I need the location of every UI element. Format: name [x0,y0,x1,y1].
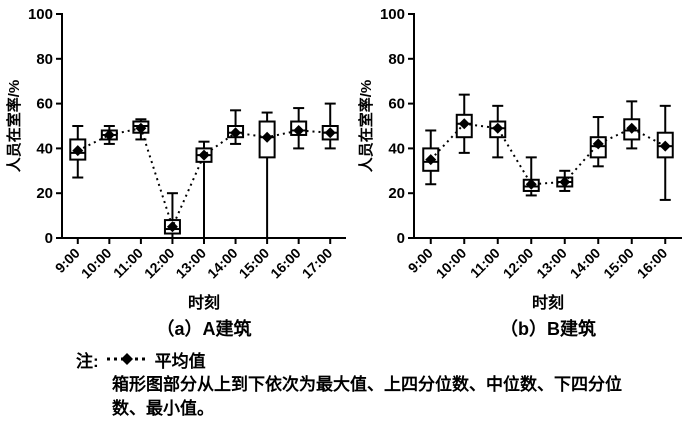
x-tick-label: 16:00 [267,245,304,282]
x-tick-label: 14:00 [204,245,241,282]
y-tick-label: 60 [388,96,405,113]
mean-marker [166,221,178,233]
mean-marker [135,122,147,134]
mean-legend-label: 平均值 [154,351,206,371]
y-tick-label: 0 [45,230,53,247]
y-tick-label: 100 [380,6,405,23]
x-tick-label: 12:00 [500,245,537,282]
note-prefix: 注: [76,351,99,371]
y-tick-label: 40 [36,140,53,157]
charts-row: 0 20 40 60 80 100 人员在室率/% 9:00 10:00 11:00 12:00 13… [4,2,692,341]
mean-marker [559,176,571,188]
chart-b-caption: （b）B建筑 [500,319,596,339]
mean-marker [72,145,84,157]
note-description: 箱形图部分从上到下依次为最大值、上四分位数、中位数、下四分位数、最小值。 [112,375,622,418]
note-section: 注: 平均值 箱形图部分从上到下依次为最大值、上四分位数、中位数、下四分位数、最… [76,347,700,421]
mean-marker [261,131,273,143]
x-tick-label: 10:00 [433,245,470,282]
y-tick-label: 40 [388,140,405,157]
y-axis-label: 人员在室率/% [5,80,23,173]
chart-a-plot: 020406080100人员在室率/%9:0010:0011:0012:0013… [5,6,346,312]
x-axis-label: 时刻 [532,293,564,312]
x-tick-label: 17:00 [299,245,336,282]
mean-marker [103,129,115,141]
mean-marker [198,149,210,161]
mean-marker [458,118,470,130]
x-tick-label: 13:00 [533,245,570,282]
x-tick-label: 10:00 [78,245,115,282]
x-tick-label: 11:00 [110,245,146,281]
note-head: 注: 平均值 [76,347,700,371]
mean-marker [425,154,437,166]
x-tick-label: 13:00 [172,245,209,282]
mean-marker [592,138,604,150]
chart-b: 0 20 40 60 80 100 人员在室率/% 9:00 10:00 11:00 12:00 13… [356,2,692,341]
x-tick-label: 15:00 [236,245,273,282]
y-tick-label: 20 [36,185,53,202]
mean-marker [492,122,504,134]
y-tick-label: 100 [28,6,53,23]
x-tick-label: 15:00 [600,245,637,282]
mean-marker [525,178,537,190]
chart-a: 0 20 40 60 80 100 人员在室率/% 9:00 10:00 11:00 12:00 13… [4,2,356,341]
mean-marker [293,124,305,136]
mean-legend-icon [106,353,147,365]
x-tick-label: 12:00 [141,245,178,282]
y-tick-label: 80 [388,51,405,68]
mean-marker [230,127,242,139]
y-tick-label: 80 [36,51,53,68]
y-axis-label: 人员在室率/% [357,80,375,173]
x-tick-label: 14:00 [567,245,604,282]
mean-marker [324,127,336,139]
chart-b-plot: 0 20 40 60 80 100 人员在室率/% 9:0010:0011:0012:0013… [357,6,682,312]
x-axis-label: 时刻 [188,293,220,312]
y-tick-label: 60 [36,96,53,113]
mean-line [430,122,666,186]
x-tick-label: 16:00 [634,245,671,282]
mean-marker [626,122,638,134]
y-tick-label: 20 [388,185,405,202]
y-tick-label: 0 [397,230,405,247]
x-tick-label: 9:00 [405,245,436,276]
mean-marker [659,140,671,152]
chart-a-caption: （a）A建筑 [156,319,252,339]
x-tick-label: 11:00 [467,245,503,281]
